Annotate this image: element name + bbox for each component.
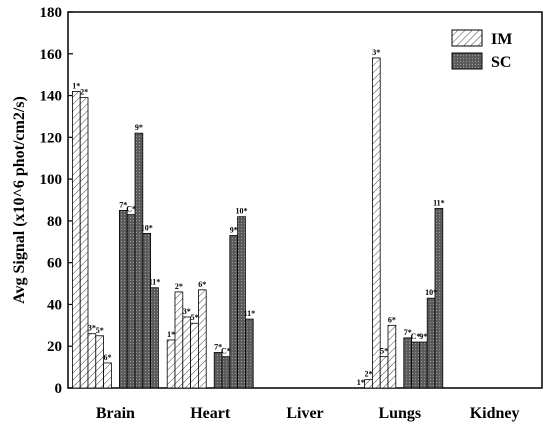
bar <box>72 90 81 389</box>
bar-label: 11* <box>149 278 161 287</box>
bar-label: 1* <box>357 378 365 387</box>
bar <box>403 337 412 389</box>
bar <box>79 97 89 389</box>
bar-label: 2* <box>175 282 183 291</box>
bar <box>134 132 144 389</box>
bar-label: 7* <box>214 342 222 351</box>
y-tick-label: 140 <box>40 89 63 105</box>
y-tick-label: 40 <box>47 297 62 313</box>
bar <box>87 333 97 389</box>
bar <box>418 341 428 389</box>
bar <box>426 297 436 389</box>
bar-label: 2* <box>365 370 373 379</box>
bar <box>229 235 239 389</box>
bar <box>119 210 128 389</box>
x-category-label: Heart <box>190 405 231 422</box>
x-category-label: Liver <box>286 405 323 422</box>
y-tick-label: 160 <box>40 47 63 63</box>
bar-label: 10* <box>141 223 153 232</box>
bar-label: 6* <box>104 353 112 362</box>
bar-label: 7* <box>404 328 412 337</box>
bar-label: 6* <box>388 315 396 324</box>
bar <box>244 318 254 389</box>
bar-label: 10* <box>425 288 437 297</box>
bar <box>237 216 246 389</box>
y-tick-label: 0 <box>55 381 63 397</box>
x-category-label: Lungs <box>378 405 421 422</box>
y-tick-label: 80 <box>47 214 62 230</box>
bar-label: 9* <box>419 332 427 341</box>
bar <box>379 356 389 389</box>
legend: IM SC <box>451 29 512 71</box>
legend-swatch-sc <box>451 52 483 70</box>
y-tick-label: 100 <box>40 172 63 188</box>
y-axis-label: Avg Signal (x10^6 phot/cm2/s) <box>11 96 28 304</box>
bar-label: 1* <box>72 81 80 90</box>
bar <box>221 356 231 389</box>
bar <box>142 233 152 389</box>
bar-label: 3* <box>88 324 96 333</box>
bar-label: 5* <box>96 326 104 335</box>
bar-label: 9* <box>135 123 143 132</box>
bar <box>213 352 223 389</box>
bar-label: 11* <box>433 198 445 207</box>
y-tick-label: 180 <box>40 5 63 21</box>
bar-label: C* <box>411 332 421 341</box>
bar <box>411 341 420 389</box>
bar-label: 11* <box>244 309 256 318</box>
bar-label: 5* <box>380 347 388 356</box>
bar-label: 10* <box>236 207 248 216</box>
bar-label: 7* <box>119 200 127 209</box>
y-tick-label: 120 <box>40 130 63 146</box>
legend-label-sc: SC <box>491 54 511 71</box>
y-tick-label: 60 <box>47 256 62 272</box>
bar-label: 3* <box>183 307 191 316</box>
bar <box>182 316 192 389</box>
bar <box>95 335 105 389</box>
bar <box>190 322 199 389</box>
bar-label: 5* <box>191 313 199 322</box>
bar <box>150 287 159 389</box>
x-category-label: Brain <box>96 405 135 422</box>
bar <box>197 289 207 389</box>
plot-frame <box>67 11 543 389</box>
legend-swatch-im <box>451 29 483 47</box>
bar-label: 1* <box>167 330 175 339</box>
bar <box>166 339 176 389</box>
bar-label: C* <box>126 205 136 214</box>
bar-label: 3* <box>372 48 380 57</box>
bar <box>434 207 444 389</box>
bar <box>364 379 373 389</box>
bar <box>126 214 136 389</box>
bar <box>371 57 381 389</box>
legend-label-im: IM <box>491 31 512 48</box>
bar <box>174 291 184 389</box>
x-category-label: Kidney <box>470 405 520 422</box>
bar <box>387 324 397 389</box>
bar-label: C* <box>221 347 231 356</box>
bar-label: 9* <box>230 226 238 235</box>
bar-label: 6* <box>198 280 206 289</box>
bar <box>103 362 112 389</box>
bar-label: 2* <box>80 88 88 97</box>
y-tick-label: 20 <box>47 339 62 355</box>
